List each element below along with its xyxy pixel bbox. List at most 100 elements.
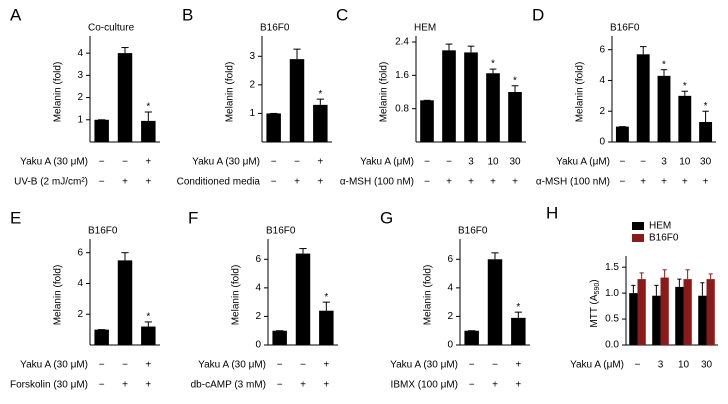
treatment-mark: + [468, 177, 474, 188]
treatment-mark: − [619, 177, 625, 188]
treatment-mark: + [122, 177, 128, 188]
treatment-mark: − [424, 177, 430, 188]
y-tick-label: 0.8 [395, 103, 409, 114]
y-tick-label: 1 [249, 108, 255, 119]
y-tick-label: 6 [447, 254, 453, 265]
bar [313, 104, 328, 142]
y-tick-label: 3 [77, 70, 83, 81]
y-axis-label-part: 590 [594, 283, 601, 295]
bar [486, 73, 500, 142]
y-axis-label: Melanin (fold) [379, 62, 390, 123]
significance-mark: * [491, 59, 495, 70]
treatment-mark: + [490, 177, 496, 188]
y-axis-label: Melanin (fold) [53, 62, 64, 123]
panel-subtitle: B16F0 [88, 226, 118, 237]
y-tick-label: 4 [255, 282, 261, 293]
legend-swatch [632, 234, 644, 242]
treatment-mark: + [446, 177, 452, 188]
significance-mark: * [704, 101, 708, 112]
y-tick-label: 6 [255, 254, 261, 265]
treatment-mark: − [122, 157, 128, 168]
treatment-label: Forskolin (30 μM) [10, 380, 88, 391]
y-tick-label: 1 [77, 114, 83, 125]
treatment-mark: 30 [700, 157, 712, 168]
panel-subtitle: HEM [414, 23, 436, 34]
y-tick-label: 6 [77, 247, 83, 258]
treatment-mark: − [492, 360, 498, 371]
bar [94, 119, 109, 142]
significance-mark: * [318, 89, 322, 100]
bar [141, 326, 156, 345]
treatment-mark: + [145, 360, 151, 371]
y-tick-label: 1.5 [605, 262, 619, 273]
y-tick-label: 4 [447, 282, 453, 293]
bar [706, 279, 715, 345]
bar [464, 52, 478, 142]
y-tick-label: 1.0 [605, 288, 619, 299]
treatment-label: db-cAMP (3 mM) [191, 380, 266, 391]
treatment-mark: + [703, 177, 709, 188]
treatment-mark: − [294, 157, 300, 168]
bar [652, 295, 661, 345]
bar [117, 260, 133, 345]
treatment-mark: − [122, 360, 128, 371]
treatment-mark: 10 [487, 157, 499, 168]
bar [683, 279, 692, 345]
panel-subtitle: Co-culture [88, 23, 135, 34]
bar [94, 329, 109, 345]
treatment-mark: + [145, 380, 151, 391]
bar [657, 75, 671, 142]
treatment-mark: − [99, 360, 105, 371]
bar [442, 50, 456, 143]
treatment-mark: − [271, 157, 277, 168]
treatment-mark: 10 [679, 157, 691, 168]
treatment-mark: − [300, 360, 306, 371]
significance-mark: * [146, 102, 150, 113]
y-axis-label-part: MTT (A [589, 294, 600, 327]
panel-letter: E [10, 208, 21, 227]
bar [266, 113, 281, 142]
y-tick-label: 2 [249, 79, 255, 90]
treatment-mark: − [640, 157, 646, 168]
bar [420, 100, 434, 142]
y-tick-label: 4 [599, 75, 605, 86]
significance-mark: * [683, 81, 687, 92]
y-tick-label: 2 [447, 311, 453, 322]
panel-letter: B [182, 5, 193, 24]
treatment-label: UV-B (2 mJ/cm²) [14, 177, 88, 188]
treatment-mark: − [635, 360, 641, 371]
bar [615, 126, 629, 142]
bar [487, 259, 503, 345]
panel-letter: A [10, 5, 22, 24]
bar [637, 279, 646, 345]
treatment-mark: − [446, 157, 452, 168]
treatment-label: Yaku A (μM) [556, 157, 610, 168]
treatment-mark: + [640, 177, 646, 188]
bar [295, 253, 311, 345]
treatment-mark: 10 [678, 360, 690, 371]
treatment-mark: 30 [701, 360, 713, 371]
treatment-label: Yaku A (30 μM) [192, 157, 260, 168]
y-tick-label: 2 [255, 311, 261, 322]
y-tick-label: 2.4 [395, 37, 409, 48]
bar [508, 92, 522, 142]
treatment-mark: + [515, 380, 521, 391]
significance-mark: * [513, 75, 517, 86]
legend-label: B16F0 [649, 233, 679, 244]
treatment-mark: − [277, 360, 283, 371]
y-tick-label: 2 [77, 309, 83, 320]
treatment-label: Yaku A (30 μM) [198, 360, 266, 371]
treatment-mark: + [661, 177, 667, 188]
legend-swatch [632, 222, 644, 230]
y-tick-label: 1.6 [395, 70, 409, 81]
panel-subtitle: B16F0 [266, 226, 296, 237]
treatment-mark: − [271, 177, 277, 188]
bar [272, 330, 287, 345]
bar [660, 277, 669, 345]
treatment-mark: + [294, 177, 300, 188]
treatment-mark: − [99, 380, 105, 391]
bar [141, 120, 156, 142]
y-tick-label: 0 [255, 340, 261, 351]
treatment-label: α-MSH (100 nM) [340, 177, 414, 188]
